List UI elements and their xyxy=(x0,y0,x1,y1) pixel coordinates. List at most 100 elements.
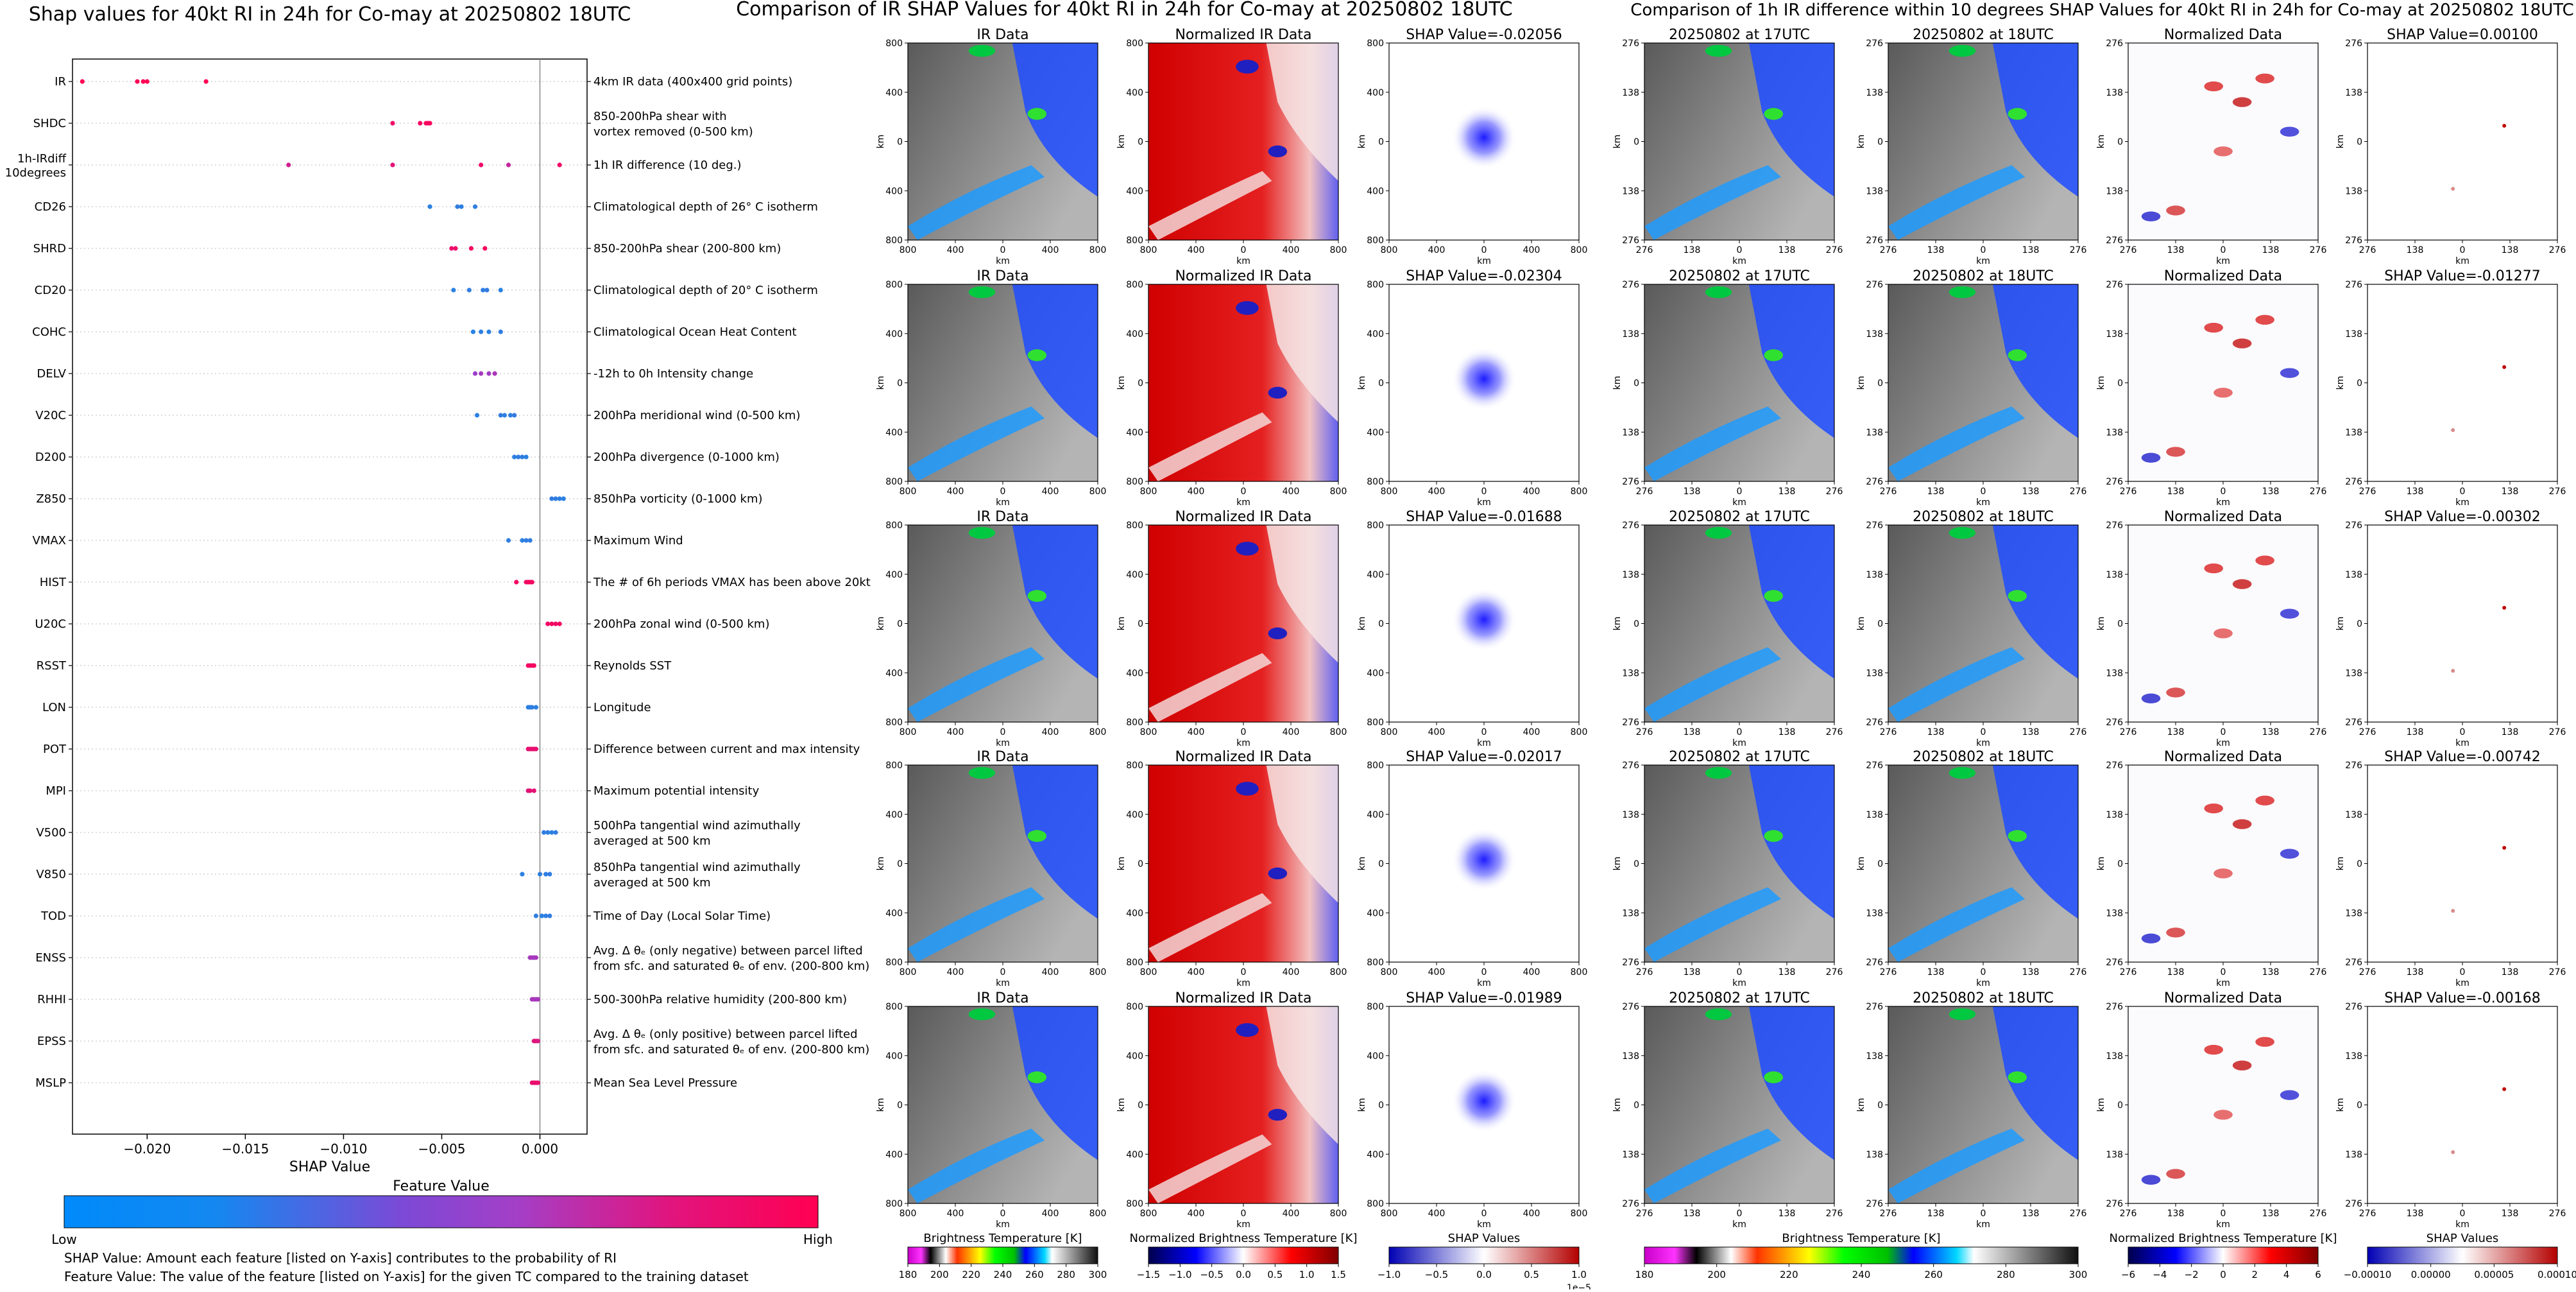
panel-ytick-label: 138 xyxy=(2345,1051,2362,1062)
shap-point xyxy=(512,454,517,460)
shap-point xyxy=(527,538,533,543)
panel-ytick-label: 400 xyxy=(885,88,903,98)
ir-cloud-mass xyxy=(1748,765,1834,919)
ir-cloud-band xyxy=(1644,887,1782,962)
panel-xtick-label: 138 xyxy=(2502,245,2519,255)
panel-xlabel: km xyxy=(2216,738,2230,748)
panel-xlabel: km xyxy=(1477,497,1491,508)
panel-ylabel: km xyxy=(1116,857,1127,871)
shap-point xyxy=(557,621,562,626)
panel-ytick-label: 0 xyxy=(897,137,903,148)
panel-ytick-label: 276 xyxy=(2106,521,2123,531)
panel-xtick-label: 400 xyxy=(947,1209,964,1219)
panel-ytick-label: 276 xyxy=(2345,39,2362,49)
panel-xtick-label: 400 xyxy=(1428,727,1446,737)
colorbar-tick-label: 300 xyxy=(1089,1269,1107,1280)
panel-xtick-label: 800 xyxy=(1330,245,1347,255)
normdiff-feature xyxy=(2204,563,2223,574)
panel-ytick-label: 400 xyxy=(1367,186,1384,196)
panel-xtick-label: 138 xyxy=(1778,967,1796,978)
shapdiff-feature xyxy=(2502,605,2507,610)
normdiff-feature xyxy=(2232,97,2252,107)
feature-label: U20C xyxy=(35,617,66,631)
shapdiff-feature xyxy=(2451,669,2455,673)
ir-cloud-band xyxy=(908,647,1045,722)
panel-xtick-label: 138 xyxy=(2167,967,2185,978)
panel-title: SHAP Value=-0.00168 xyxy=(2384,990,2541,1006)
ir-cloud-mass xyxy=(1012,43,1098,197)
panel-title: Normalized IR Data xyxy=(1175,990,1311,1006)
panel-xlabel: km xyxy=(2455,978,2469,988)
colorbar-tick-label: 2 xyxy=(2252,1269,2258,1280)
shapdiff-feature xyxy=(2502,845,2507,850)
panel-xtick-label: 0 xyxy=(1981,1209,1986,1219)
shap-plot-frame xyxy=(72,58,588,1135)
normdiff-feature xyxy=(2213,1110,2233,1120)
panel-xtick-label: 800 xyxy=(1330,967,1347,978)
panel-ylabel: km xyxy=(1856,617,1866,631)
panel-ytick-label: 400 xyxy=(885,186,903,196)
panel-ytick-label: 800 xyxy=(1126,521,1143,531)
panel-ylabel: km xyxy=(2335,857,2346,871)
shap-point xyxy=(535,1080,541,1085)
panel-ytick-label: 400 xyxy=(885,427,903,438)
panel-ytick-label: 800 xyxy=(885,521,903,531)
colorbar-tick-label: 240 xyxy=(1852,1269,1871,1280)
panel-xtick-label: 0 xyxy=(1981,967,1986,978)
colorbar-tick-label: 1.5 xyxy=(1331,1269,1346,1280)
panel-ytick-label: 138 xyxy=(2106,329,2123,340)
ir-cloud-core xyxy=(1764,108,1784,120)
ir-cloud-core xyxy=(1949,527,1976,539)
panel-xtick-label: 276 xyxy=(1880,245,1897,255)
panel-ytick-label: 276 xyxy=(1622,521,1639,531)
shap-point xyxy=(543,872,549,877)
panel-xtick-label: 400 xyxy=(1042,967,1059,978)
panel-ylabel: km xyxy=(2335,617,2346,631)
panel-ytick-label: 0 xyxy=(1877,859,1883,870)
panel-xtick-label: 276 xyxy=(2549,727,2566,737)
panel-ytick-label: 800 xyxy=(1126,1002,1143,1012)
panel-ytick-label: 0 xyxy=(2357,859,2362,870)
shap-plot-title: Shap values for 40kt RI in 24h for Co-ma… xyxy=(29,3,631,26)
panel-xtick-label: 276 xyxy=(1826,1209,1843,1219)
panel-ytick-label: 138 xyxy=(2106,427,2123,438)
feature-label: V20C xyxy=(35,409,66,422)
feature-description: Climatological depth of 20° C isotherm xyxy=(593,284,818,297)
panel-xtick-label: 0 xyxy=(1481,727,1487,737)
panel-ytick-label: 138 xyxy=(2345,329,2362,340)
panel-ytick-label: 138 xyxy=(1866,908,1883,918)
panel-xtick-label: 138 xyxy=(2167,1209,2185,1219)
ir-cloud-band xyxy=(908,406,1045,481)
panel-xtick-label: 0 xyxy=(1241,245,1247,255)
panel-xlabel: km xyxy=(2455,1219,2469,1230)
panel-ytick-label: 276 xyxy=(1622,761,1639,771)
panel-ytick-label: 276 xyxy=(1866,761,1883,771)
panel-ytick-label: 276 xyxy=(1622,280,1639,290)
colorbar-label: SHAP Values xyxy=(1448,1232,1521,1245)
panel-ytick-label: 138 xyxy=(2345,88,2362,98)
panel-ylabel: km xyxy=(1116,135,1127,149)
panel-ylabel: km xyxy=(2335,1098,2346,1112)
panel-xtick-label: 400 xyxy=(1523,967,1540,978)
panel-ytick-label: 276 xyxy=(2345,1002,2362,1012)
ir-cloud-core xyxy=(1705,767,1732,779)
panel-ytick-label: 0 xyxy=(1138,1101,1143,1111)
panel-xlabel: km xyxy=(1236,1219,1250,1230)
colorbar xyxy=(2367,1246,2558,1264)
panel-ytick-label: 138 xyxy=(2345,186,2362,196)
panel-xlabel: km xyxy=(2216,256,2230,266)
panel-ytick-label: 276 xyxy=(2345,236,2362,246)
panel-ytick-label: 0 xyxy=(1633,619,1639,630)
colorbar-tick-label: 6 xyxy=(2315,1269,2321,1280)
panel-ytick-label: 0 xyxy=(897,379,903,389)
ir-cloud-core xyxy=(1949,45,1976,57)
panel-xtick-label: 800 xyxy=(1381,1209,1398,1219)
panel-xlabel: km xyxy=(1732,256,1746,266)
panel-xtick-label: 276 xyxy=(1636,245,1653,255)
panel-ytick-label: 400 xyxy=(885,810,903,820)
colorbar-tick-label: 260 xyxy=(1924,1269,1943,1280)
panel-xtick-label: 0 xyxy=(2460,1209,2466,1219)
panel-xtick-label: 138 xyxy=(2022,245,2040,255)
panel-ytick-label: 800 xyxy=(1126,718,1143,728)
ir-cloud-band xyxy=(908,887,1045,962)
